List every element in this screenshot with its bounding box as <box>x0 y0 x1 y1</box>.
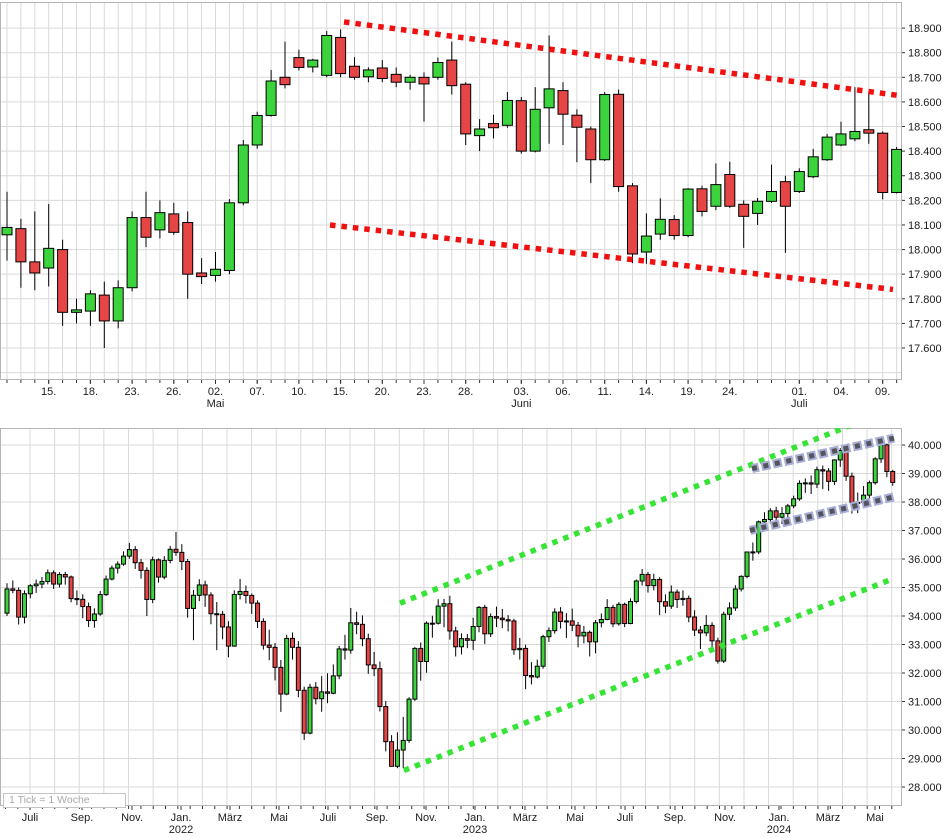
svg-text:Jan.: Jan. <box>769 812 790 824</box>
svg-text:15.: 15. <box>41 386 56 398</box>
tick-interval-note: 1 Tick = 1 Woche <box>3 793 126 808</box>
svg-text:18.: 18. <box>83 386 98 398</box>
svg-text:40.000: 40.000 <box>908 440 942 452</box>
svg-text:38.000: 38.000 <box>908 497 942 509</box>
svg-text:Nov.: Nov. <box>415 812 437 824</box>
svg-text:15.: 15. <box>333 386 348 398</box>
svg-text:18.000: 18.000 <box>908 245 942 257</box>
svg-text:02.: 02. <box>208 386 223 398</box>
svg-text:36.000: 36.000 <box>908 554 942 566</box>
svg-text:März: März <box>513 812 537 824</box>
upper-resistance-line <box>343 19 902 99</box>
svg-text:33.000: 33.000 <box>908 639 942 651</box>
svg-text:März: März <box>218 812 242 824</box>
svg-text:19.: 19. <box>680 386 695 398</box>
svg-text:17.900: 17.900 <box>908 269 942 281</box>
svg-text:18.400: 18.400 <box>908 146 942 158</box>
svg-text:2023: 2023 <box>463 824 487 836</box>
svg-text:Juli: Juli <box>320 812 337 824</box>
svg-text:24.: 24. <box>722 386 737 398</box>
svg-text:18.700: 18.700 <box>908 72 942 84</box>
svg-text:26.: 26. <box>166 386 181 398</box>
svg-text:30.000: 30.000 <box>908 725 942 737</box>
inner-channel-lower-line <box>748 492 896 535</box>
svg-text:2022: 2022 <box>169 824 193 836</box>
svg-text:Juli: Juli <box>22 812 39 824</box>
inner-channel-upper-line <box>751 433 895 474</box>
svg-text:Juni: Juni <box>511 398 531 410</box>
svg-text:Mai: Mai <box>566 812 584 824</box>
svg-text:18.100: 18.100 <box>908 220 942 232</box>
svg-text:23.: 23. <box>416 386 431 398</box>
svg-text:März: März <box>816 812 840 824</box>
svg-text:35.000: 35.000 <box>908 582 942 594</box>
svg-text:11.: 11. <box>597 386 611 398</box>
svg-text:Juli: Juli <box>617 812 634 824</box>
svg-text:31.000: 31.000 <box>908 696 942 708</box>
svg-text:01.: 01. <box>792 386 807 398</box>
svg-text:29.000: 29.000 <box>908 753 942 765</box>
svg-text:Sep.: Sep. <box>366 812 389 824</box>
svg-text:Nov.: Nov. <box>714 812 736 824</box>
svg-text:17.800: 17.800 <box>908 294 942 306</box>
svg-text:10.: 10. <box>291 386 306 398</box>
svg-text:06.: 06. <box>555 386 570 398</box>
svg-text:09.: 09. <box>875 386 890 398</box>
svg-text:39.000: 39.000 <box>908 468 942 480</box>
svg-text:07.: 07. <box>250 386 265 398</box>
svg-text:Jan.: Jan. <box>465 812 486 824</box>
svg-text:23.: 23. <box>124 386 139 398</box>
svg-text:Mai: Mai <box>270 812 288 824</box>
svg-text:18.600: 18.600 <box>908 97 942 109</box>
svg-text:37.000: 37.000 <box>908 525 942 537</box>
channel-upper-line <box>398 428 852 606</box>
svg-text:18.900: 18.900 <box>908 23 942 35</box>
svg-text:18.300: 18.300 <box>908 171 942 183</box>
svg-text:34.000: 34.000 <box>908 611 942 623</box>
svg-text:32.000: 32.000 <box>908 668 942 680</box>
svg-text:03.: 03. <box>514 386 529 398</box>
svg-text:17.600: 17.600 <box>908 343 942 355</box>
svg-text:04.: 04. <box>833 386 848 398</box>
svg-text:18.500: 18.500 <box>908 122 942 134</box>
svg-text:28.000: 28.000 <box>908 782 942 794</box>
svg-text:14.: 14. <box>639 386 654 398</box>
lower-support-line <box>329 222 894 293</box>
svg-text:Sep.: Sep. <box>71 812 94 824</box>
svg-text:Mai: Mai <box>207 398 225 410</box>
svg-text:17.700: 17.700 <box>908 318 942 330</box>
svg-text:Sep.: Sep. <box>664 812 687 824</box>
svg-text:18.200: 18.200 <box>908 195 942 207</box>
svg-text:Mai: Mai <box>866 812 884 824</box>
svg-text:20.: 20. <box>375 386 390 398</box>
svg-text:28.: 28. <box>458 386 473 398</box>
svg-text:Jan.: Jan. <box>171 812 192 824</box>
svg-text:Juli: Juli <box>791 398 808 410</box>
svg-text:18.800: 18.800 <box>908 48 942 60</box>
svg-text:2024: 2024 <box>767 824 791 836</box>
svg-text:Nov.: Nov. <box>121 812 143 824</box>
